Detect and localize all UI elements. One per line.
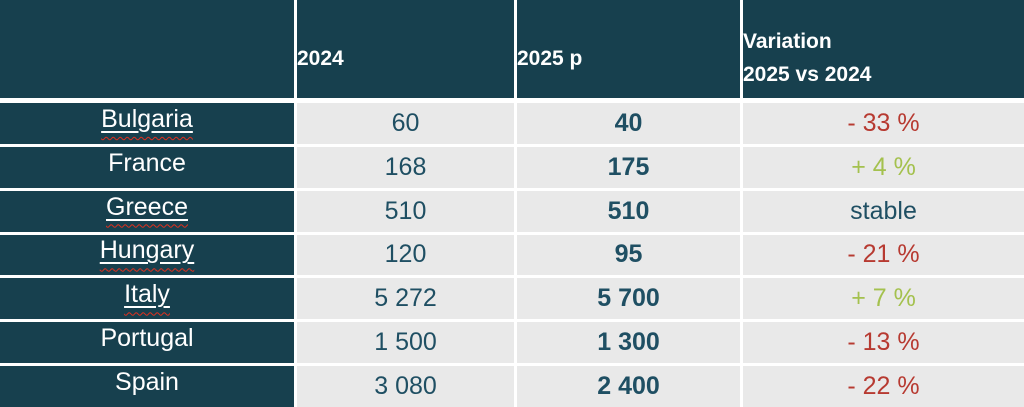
table-row-country-spain: Spain — [0, 366, 294, 407]
value-2024: 120 — [384, 240, 427, 269]
cell-2024-portugal: 1 500 — [297, 322, 514, 364]
table-row-country-hungary: Hungary — [0, 234, 294, 276]
table-row-country-portugal: Portugal — [0, 322, 294, 364]
column-header-2024: 2024 — [297, 0, 514, 100]
country-label: France — [108, 149, 186, 186]
cell-variation-greece: stable — [743, 190, 1024, 232]
value-2025: 175 — [607, 152, 650, 181]
value-2025: 1 300 — [597, 328, 660, 357]
value-2024: 1 500 — [374, 328, 437, 357]
table-row-country-greece: Greece — [0, 190, 294, 232]
value-2024: 60 — [391, 108, 420, 137]
value-2024: 168 — [384, 152, 427, 181]
cell-variation-portugal: - 13 % — [743, 322, 1024, 364]
country-text: Portugal — [100, 324, 194, 353]
cell-2025-italy: 5 700 — [517, 278, 740, 320]
value-2024: 510 — [384, 196, 427, 225]
country-text: Italy — [124, 280, 170, 309]
value-2025: 2 400 — [597, 372, 660, 401]
cell-2025-bulgaria: 40 — [517, 103, 740, 144]
country-label: Bulgaria — [101, 105, 193, 142]
country-label: Greece — [106, 193, 188, 230]
cell-variation-france: + 4 % — [743, 146, 1024, 188]
cell-2024-france: 168 — [297, 146, 514, 188]
value-2025: 5 700 — [597, 284, 660, 313]
country-label: Hungary — [100, 236, 195, 273]
value-2025: 95 — [614, 240, 643, 269]
cell-2024-spain: 3 080 — [297, 366, 514, 407]
column-header-variation-line2: 2025 vs 2024 — [743, 63, 872, 86]
cell-variation-italy: + 7 % — [743, 278, 1024, 320]
value-2025: 510 — [607, 196, 650, 225]
country-text: Spain — [115, 368, 179, 397]
cell-variation-hungary: - 21 % — [743, 234, 1024, 276]
cell-2025-greece: 510 — [517, 190, 740, 232]
value-2024: 3 080 — [374, 372, 437, 401]
variation-value: stable — [850, 196, 917, 225]
column-header-2025p: 2025 p — [517, 0, 740, 100]
cell-variation-spain: - 22 % — [743, 366, 1024, 407]
country-text: Greece — [106, 192, 188, 221]
variation-value: - 22 % — [847, 372, 920, 401]
table-row-country-france: France — [0, 146, 294, 188]
country-label: Italy — [124, 280, 170, 317]
cell-2024-bulgaria: 60 — [297, 103, 514, 144]
variation-value: - 21 % — [847, 240, 920, 269]
column-header-variation: Variation 2025 vs 2024 — [743, 0, 1024, 100]
value-2025: 40 — [614, 108, 643, 137]
country-text: Bulgaria — [101, 104, 193, 133]
variation-value: - 13 % — [847, 328, 920, 357]
country-label: Portugal — [100, 324, 193, 361]
cell-2024-hungary: 120 — [297, 234, 514, 276]
cell-2025-spain: 2 400 — [517, 366, 740, 407]
column-header-2025p-label: 2025 p — [517, 46, 583, 70]
cell-variation-bulgaria: - 33 % — [743, 103, 1024, 144]
cell-2025-hungary: 95 — [517, 234, 740, 276]
cell-2025-portugal: 1 300 — [517, 322, 740, 364]
variation-value: + 7 % — [851, 284, 916, 313]
country-text: Hungary — [99, 236, 195, 265]
variation-value: - 33 % — [847, 108, 920, 137]
cell-2024-greece: 510 — [297, 190, 514, 232]
table-row-country-bulgaria: Bulgaria — [0, 103, 294, 144]
column-header-variation-line1: Variation — [743, 30, 832, 54]
table-row-country-italy: Italy — [0, 278, 294, 320]
cell-2024-italy: 5 272 — [297, 278, 514, 320]
header-corner-cell — [0, 0, 294, 100]
cell-2025-france: 175 — [517, 146, 740, 188]
value-2024: 5 272 — [374, 284, 437, 313]
country-label: Spain — [115, 368, 179, 405]
column-header-2024-label: 2024 — [297, 46, 344, 70]
variation-value: + 4 % — [851, 152, 916, 181]
country-text: France — [108, 148, 186, 177]
